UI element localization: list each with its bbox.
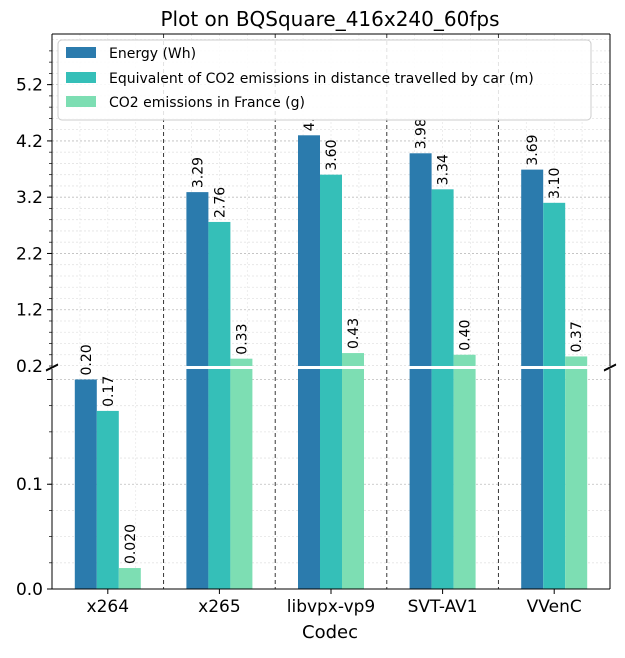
x-tick-label: x265 (198, 597, 241, 617)
axis-break-mark (603, 363, 617, 371)
y-tick-label: 4.2 (16, 132, 43, 152)
bar (342, 353, 364, 366)
legend-swatch-car-distance (66, 72, 96, 83)
bar-value-label: 3.34 (436, 154, 452, 185)
bar (409, 153, 432, 366)
axis-break-mark (45, 364, 59, 372)
bar (186, 369, 209, 589)
bar (431, 369, 454, 589)
x-axis-label: Codec (302, 622, 358, 643)
legend-label-co2-france: CO2 emissions in France (g) (109, 95, 305, 111)
bar (208, 221, 231, 366)
axis-break-gap (51, 366, 611, 369)
bar (409, 369, 432, 589)
bar (521, 369, 544, 589)
legend-label-car-distance: Equivalent of CO2 emissions in distance … (109, 71, 534, 87)
bar (453, 354, 476, 366)
bar-value-label: 2.76 (212, 187, 228, 218)
bar-value-label: 4. (302, 118, 318, 131)
bar (208, 369, 231, 589)
bar (230, 358, 253, 366)
x-tick-label: libvpx-vp9 (287, 597, 376, 617)
bar-value-label: 0.40 (458, 320, 474, 351)
x-tick-label: x264 (87, 597, 130, 617)
bar-value-label: 0.37 (569, 321, 585, 352)
y-tick-label: 0.2 (16, 357, 43, 377)
bar (298, 369, 320, 589)
bar (565, 356, 588, 366)
bar (543, 369, 566, 589)
bar (186, 192, 209, 366)
bar-value-labels: 0.20 0.17 0.020 3.29 2.76 0.33 4. 3.60 0.43 3.98 3… (79, 118, 585, 564)
bar (230, 369, 253, 589)
bar (118, 568, 141, 589)
bar-value-label: 0.43 (346, 318, 362, 349)
axis-break-mark (603, 364, 617, 372)
legend-box (57, 39, 592, 121)
bar-value-label: 0.020 (123, 524, 139, 564)
bar (320, 369, 342, 589)
bar-value-label: 3.98 (414, 118, 430, 149)
y-tick-label: 1.2 (16, 301, 43, 321)
x-tick-label: VVenC (527, 597, 582, 617)
y-tick-label: 5.2 (16, 76, 43, 96)
y-tick-label: 0.0 (16, 580, 43, 600)
bar (320, 174, 342, 366)
bar-value-label: 0.33 (234, 324, 250, 355)
bar-value-label: 0.17 (101, 376, 117, 407)
axes: 1.2 2.2 3.2 4.2 5.2 0.2 0.0 0.1 x264 x265 libvpx-v… (16, 33, 617, 617)
bar (543, 202, 566, 366)
y-tick-label: 3.2 (16, 188, 43, 208)
bar-marks (74, 135, 588, 589)
legend-swatch-energy (66, 47, 96, 58)
bar (521, 169, 544, 366)
y-tick-label: 2.2 (16, 244, 43, 264)
bar (431, 189, 454, 366)
bar (453, 369, 476, 589)
bar (342, 369, 364, 589)
chart-title: Plot on BQSquare_416x240_60fps (161, 7, 500, 31)
legend-swatch-co2-france (66, 96, 96, 107)
y-tick-label: 0.1 (16, 475, 43, 495)
legend: Energy (Wh) Equivalent of CO2 emissions … (57, 39, 592, 121)
legend-label-energy: Energy (Wh) (109, 46, 196, 62)
x-tick-label: SVT-AV1 (408, 597, 478, 617)
bar-value-label: 0.20 (79, 344, 95, 375)
bar-value-label: 3.29 (190, 157, 206, 188)
bar-value-label: 3.10 (547, 168, 563, 199)
bar-value-label: 3.69 (525, 134, 541, 165)
bar (565, 369, 588, 589)
bar (96, 410, 119, 589)
bar (298, 135, 320, 366)
bar-value-label: 3.60 (324, 140, 340, 171)
axis-break-mark (45, 363, 59, 371)
bar (74, 379, 97, 589)
